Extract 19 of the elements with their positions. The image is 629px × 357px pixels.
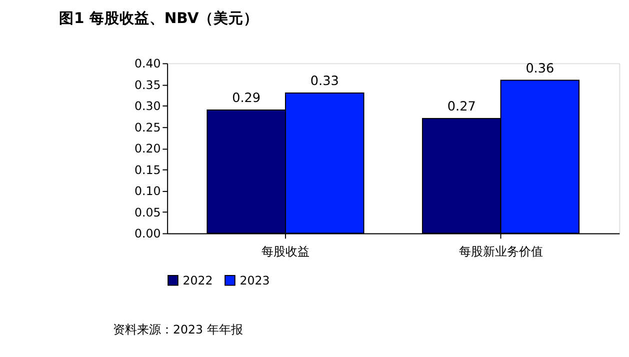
data-label: 0.29	[232, 91, 261, 106]
y-tick-label: 0.10	[134, 184, 161, 198]
y-tick-label: 0.20	[134, 142, 161, 156]
y-tick-label: 0.35	[134, 78, 161, 92]
x-tick-label: 每股新业务价值	[458, 244, 543, 258]
y-tick-label: 0.15	[134, 162, 161, 177]
y-tick-label: 0.30	[134, 99, 161, 114]
y-tick-label: 0.05	[134, 205, 161, 220]
chart-title: 图1 每股收益、NBV（美元）	[58, 8, 259, 27]
x-tick-label: 每股收益	[261, 244, 310, 258]
y-tick-label: 0.25	[134, 120, 161, 134]
data-label: 0.33	[310, 74, 339, 90]
y-tick-label: 0.40	[134, 56, 161, 71]
legend-label: 2023	[240, 273, 270, 288]
y-tick-label: 0.00	[134, 226, 161, 241]
data-label: 0.36	[526, 61, 554, 76]
legend-label: 2022	[182, 273, 213, 288]
data-label: 0.27	[447, 100, 476, 115]
text: 资料来源：2023 年年报	[113, 322, 243, 336]
